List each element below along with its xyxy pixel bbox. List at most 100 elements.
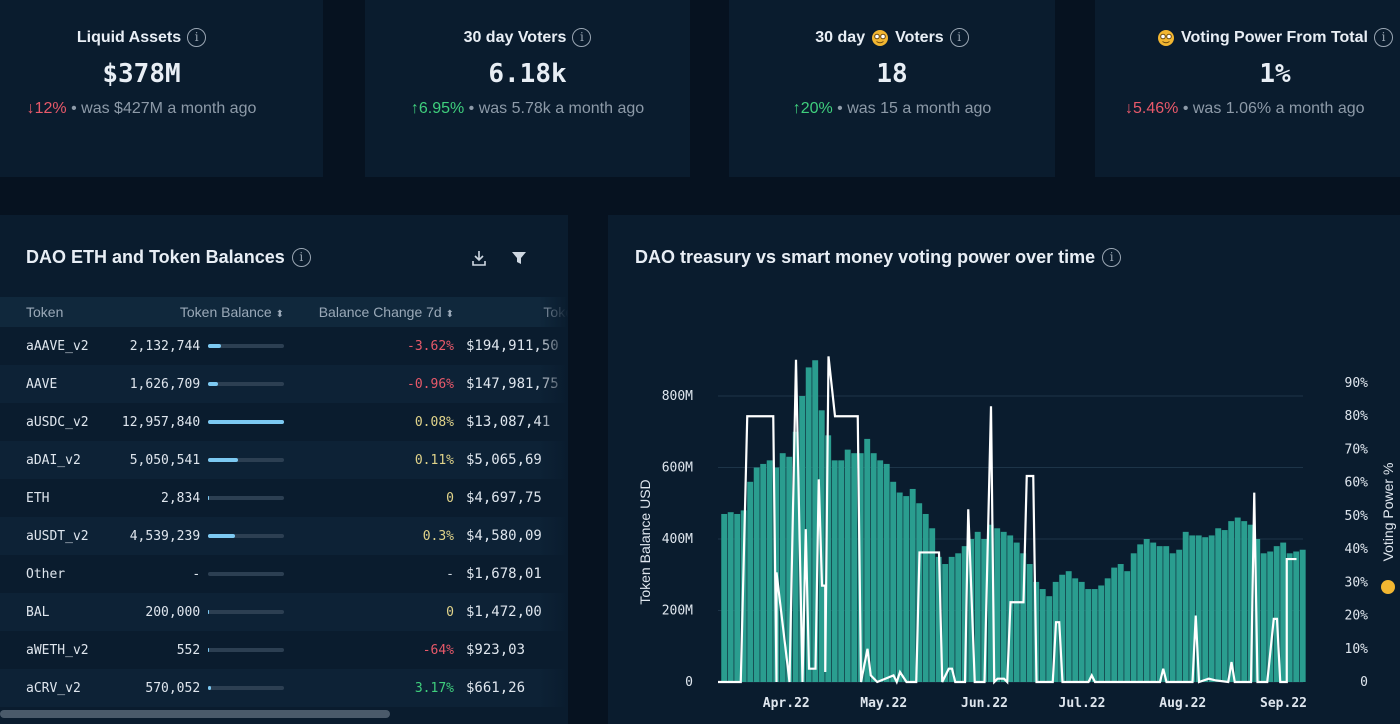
balance-bar: [948, 556, 955, 682]
column-header[interactable]: Token: [0, 297, 110, 327]
y-tick-label: 600M: [662, 461, 693, 476]
balance-bar: [208, 496, 284, 500]
card-value: 1%: [1259, 59, 1291, 89]
balance-bar: [1091, 589, 1098, 682]
horizontal-scrollbar[interactable]: [0, 710, 390, 718]
info-icon[interactable]: i: [291, 248, 311, 267]
filter-icon[interactable]: [511, 250, 527, 266]
card-title: 30 day Voters i: [365, 28, 690, 47]
card-title-prefix: 30 day: [815, 28, 866, 46]
token-name: aUSDC_v2: [26, 414, 89, 430]
table-row[interactable]: aAAVE_v2 2,132,744 -3.62% $194,911,50: [0, 327, 568, 365]
card-title: 30 day Voters i: [729, 28, 1055, 47]
card-title-text: 30 day Voters: [463, 28, 567, 46]
info-icon[interactable]: i: [187, 28, 207, 47]
balance-bar: [1169, 553, 1176, 682]
y2-axis-label: Voting Power %: [1380, 463, 1396, 562]
balance-bar: [961, 546, 968, 682]
card-subtext: ↓5.46% • was 1.06% a month ago: [1125, 95, 1400, 122]
table-row[interactable]: aDAI_v2 5,050,541 0.11% $5,065,69: [0, 441, 568, 479]
token-name: ETH: [26, 490, 50, 506]
y-axis-label: Token Balance USD: [637, 479, 653, 604]
token-balance-cell: 200,000: [110, 593, 290, 631]
overflow-fade: [538, 215, 568, 724]
token-balance-cell: 570,052: [110, 669, 290, 707]
table-row[interactable]: aWETH_v2 552 -64% $923,03: [0, 631, 568, 669]
token-balance: 5,050,541: [129, 452, 201, 468]
balance-bar: [727, 512, 734, 682]
balance-change: 0: [290, 593, 460, 631]
balance-change: 3.17%: [290, 669, 460, 707]
x-tick-label: Apr.22: [763, 696, 810, 711]
token-balances-title: DAO ETH and Token Balances: [26, 247, 285, 267]
balance-bar: [903, 496, 910, 682]
token-balances-panel: DAO ETH and Token Balances i Token Token B…: [0, 215, 568, 724]
balance-bar: [942, 564, 949, 682]
balance-bar: [825, 435, 832, 682]
balance-bar: [877, 460, 884, 682]
table-row[interactable]: aUSDT_v2 4,539,239 0.3% $4,580,09: [0, 517, 568, 555]
balance-bar: [208, 572, 284, 576]
column-header-label: Token: [26, 304, 64, 320]
balance-bar: [1098, 585, 1105, 682]
balance-bar: [805, 367, 812, 682]
balance-bar: [1208, 535, 1215, 682]
token-name: Other: [26, 566, 66, 582]
card-subtext: ↑20% • was 15 a month ago: [729, 95, 1055, 122]
table-row[interactable]: aUSDC_v2 12,957,840 0.08% $13,087,41: [0, 403, 568, 441]
panel-title: DAO treasury vs smart money voting power…: [635, 247, 1122, 268]
column-header[interactable]: Balance Change 7d ⬍: [290, 297, 460, 327]
y2-tick-label: 90%: [1345, 376, 1369, 391]
column-header[interactable]: Token Balance ⬍: [110, 297, 290, 327]
balance-bar: [779, 453, 786, 682]
arrow-up-icon: ↑: [410, 100, 419, 117]
balance-bar: [870, 453, 877, 682]
column-header-label: Token Balance: [179, 304, 272, 320]
token-name: aWETH_v2: [26, 642, 89, 658]
download-icon[interactable]: [470, 249, 488, 267]
token-balance-cell: 552: [110, 631, 290, 669]
balance-bar: [851, 453, 858, 682]
arrow-down-icon: ↓: [1125, 100, 1133, 117]
balance-bar: [1059, 574, 1066, 682]
balance-bar: [896, 492, 903, 682]
balance-bar: [1189, 535, 1196, 682]
info-icon[interactable]: i: [949, 28, 969, 47]
balance-bar: [208, 648, 284, 652]
sort-icon[interactable]: ⬍: [445, 309, 454, 320]
balance-bar: [1137, 544, 1144, 682]
y-tick-label: 800M: [662, 389, 693, 404]
balance-bar: [1026, 564, 1033, 682]
sort-icon[interactable]: ⬍: [275, 309, 284, 320]
balance-bar: [1247, 524, 1254, 682]
balance-bar: [1065, 571, 1072, 682]
balance-bar: [208, 458, 284, 462]
info-icon[interactable]: i: [1102, 248, 1122, 267]
balance-change: -: [446, 566, 454, 582]
card-subtext: ↑6.95% • was 5.78k a month ago: [365, 95, 690, 122]
table-row[interactable]: AAVE 1,626,709 -0.96% $147,981,75: [0, 365, 568, 403]
balance-bar: [1260, 553, 1267, 682]
balance-bar: [935, 556, 942, 682]
info-icon[interactable]: i: [1373, 28, 1393, 47]
table-row[interactable]: aCRV_v2 570,052 3.17% $661,26: [0, 669, 568, 707]
balance-bar: [909, 488, 916, 682]
change-percent: 6.95%: [418, 100, 465, 117]
change-percent: 12%: [34, 100, 67, 117]
smart-money-emoji-icon: [872, 29, 889, 46]
balance-bar: [831, 460, 838, 682]
table-row[interactable]: Other - - $1,678,01: [0, 555, 568, 593]
info-icon[interactable]: i: [572, 28, 592, 47]
table-row[interactable]: BAL 200,000 0 $1,472,00: [0, 593, 568, 631]
balance-change: -3.62%: [407, 338, 454, 354]
token-balance-cell: -: [110, 555, 290, 593]
balance-bar: [1299, 549, 1306, 682]
treasury-chart: 0 200M 400M 600M 800M 0 10% 20% 30% 40% 50% 60% 70% 8…: [637, 356, 1396, 711]
card-title-text: Voting Power From Total: [1181, 28, 1368, 46]
balance-change: 0.08%: [414, 414, 454, 430]
table-row[interactable]: ETH 2,834 0 $4,697,75: [0, 479, 568, 517]
y2-tick-label: 0: [1360, 675, 1368, 690]
change-percent: 20%: [800, 100, 833, 117]
balance-bar: [1072, 578, 1079, 682]
